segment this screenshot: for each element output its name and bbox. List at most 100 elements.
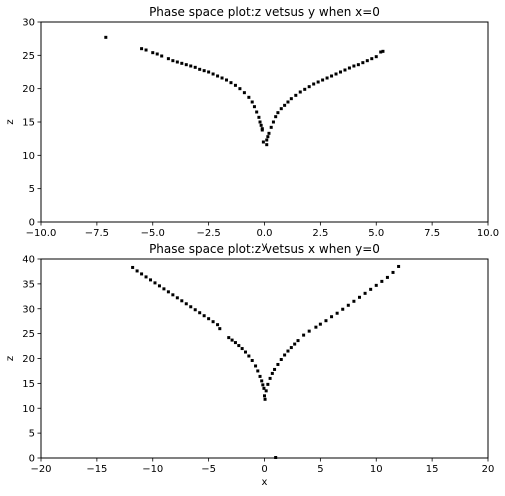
data-point bbox=[104, 35, 108, 39]
y-tick-label: 10 bbox=[22, 151, 35, 162]
data-point bbox=[379, 50, 383, 54]
data-point bbox=[160, 54, 164, 58]
y-tick-label: 0 bbox=[29, 454, 35, 465]
data-point bbox=[175, 296, 179, 300]
data-point bbox=[303, 87, 307, 91]
data-point bbox=[321, 78, 325, 82]
data-point bbox=[229, 81, 233, 85]
data-point bbox=[144, 275, 148, 279]
data-point bbox=[369, 287, 373, 291]
y-tick-label: 15 bbox=[22, 379, 35, 390]
data-point bbox=[175, 60, 179, 64]
data-point bbox=[202, 314, 206, 318]
x-tick-label: −20 bbox=[30, 464, 51, 475]
data-point bbox=[220, 76, 224, 80]
data-point bbox=[250, 358, 254, 362]
data-point bbox=[252, 105, 256, 109]
data-point bbox=[140, 272, 144, 276]
y-axis-label: z bbox=[5, 119, 16, 124]
data-point bbox=[391, 270, 395, 274]
data-point bbox=[184, 63, 188, 67]
y-tick-label: 10 bbox=[22, 404, 35, 415]
data-point bbox=[380, 279, 384, 283]
data-point bbox=[218, 327, 222, 331]
y-tick-label: 30 bbox=[22, 304, 35, 315]
data-point bbox=[397, 264, 401, 268]
data-point bbox=[180, 299, 184, 303]
data-point bbox=[153, 281, 157, 285]
data-point bbox=[276, 362, 280, 366]
data-point bbox=[135, 269, 139, 273]
x-tick-label: 5.0 bbox=[368, 228, 384, 239]
data-point bbox=[269, 125, 273, 129]
data-point bbox=[279, 357, 283, 361]
data-point bbox=[346, 303, 350, 307]
data-point bbox=[335, 311, 339, 315]
data-point bbox=[189, 305, 193, 309]
y-axis-label: z bbox=[5, 356, 16, 361]
data-point bbox=[276, 111, 280, 115]
data-point bbox=[273, 367, 277, 371]
x-tick-label: −5 bbox=[201, 464, 216, 475]
data-point bbox=[193, 308, 197, 312]
data-point bbox=[207, 70, 211, 74]
data-point bbox=[334, 72, 338, 76]
y-tick-label: 5 bbox=[29, 429, 35, 440]
data-point bbox=[258, 120, 262, 124]
data-point bbox=[180, 61, 184, 65]
data-point bbox=[198, 311, 202, 315]
data-point bbox=[230, 338, 234, 342]
data-point bbox=[296, 339, 300, 343]
data-point bbox=[211, 72, 215, 76]
data-point bbox=[238, 87, 242, 91]
data-point bbox=[307, 329, 311, 333]
data-point bbox=[259, 123, 263, 127]
data-point bbox=[294, 93, 298, 97]
data-point bbox=[365, 59, 369, 63]
chart-z-vs-y: Phase space plot:z vetsus y when x=0 −10.… bbox=[5, 5, 499, 252]
data-point bbox=[263, 394, 266, 398]
y-tick-label: 15 bbox=[22, 118, 35, 129]
data-point bbox=[347, 66, 351, 70]
data-point bbox=[356, 63, 360, 67]
data-point bbox=[244, 350, 248, 354]
data-point bbox=[207, 317, 211, 321]
data-point bbox=[312, 82, 316, 86]
x-tick-label: 2.5 bbox=[312, 228, 328, 239]
data-point bbox=[286, 100, 290, 104]
x-tick-label: 15 bbox=[426, 464, 439, 475]
data-point bbox=[260, 128, 264, 132]
x-tick-label: 20 bbox=[482, 464, 495, 475]
data-point bbox=[338, 70, 342, 74]
data-point bbox=[266, 135, 270, 139]
data-point bbox=[262, 386, 266, 390]
x-tick-label: −5.0 bbox=[141, 228, 165, 239]
data-point bbox=[266, 382, 270, 386]
data-point bbox=[289, 97, 293, 101]
data-point bbox=[258, 374, 262, 378]
data-point bbox=[289, 346, 293, 350]
data-point bbox=[157, 284, 161, 288]
y-tick-label: 25 bbox=[22, 51, 35, 62]
data-point bbox=[293, 342, 297, 346]
data-point bbox=[318, 322, 322, 326]
data-point bbox=[166, 290, 170, 294]
y-tick-label: 0 bbox=[29, 218, 35, 229]
data-point bbox=[233, 341, 237, 345]
data-point bbox=[162, 287, 166, 291]
data-point bbox=[357, 295, 361, 299]
data-point bbox=[268, 376, 272, 380]
data-point bbox=[361, 61, 365, 65]
data-point bbox=[265, 138, 269, 142]
data-point bbox=[155, 52, 159, 56]
data-point bbox=[171, 293, 175, 297]
data-point bbox=[341, 307, 345, 311]
data-point bbox=[166, 57, 170, 61]
data-point bbox=[149, 278, 153, 282]
data-point bbox=[247, 354, 251, 358]
data-point bbox=[302, 333, 306, 337]
data-point bbox=[216, 323, 220, 327]
data-point bbox=[286, 349, 290, 353]
data-point bbox=[385, 275, 389, 279]
data-point bbox=[260, 379, 264, 383]
